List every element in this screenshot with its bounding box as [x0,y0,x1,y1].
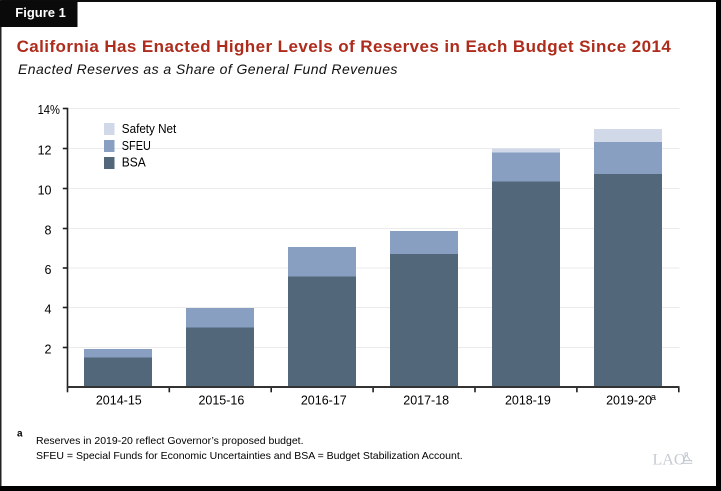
svg-text:4: 4 [45,302,52,316]
svg-text:California Has Enacted Higher: California Has Enacted Higher Levels of … [17,37,672,56]
svg-text:8: 8 [45,223,52,237]
svg-text:2018-19: 2018-19 [505,394,551,408]
svg-text:a: a [17,428,23,439]
svg-text:10: 10 [38,183,52,197]
svg-text:14%: 14% [38,103,60,117]
svg-text:6: 6 [45,263,52,277]
svg-text:SFEU: SFEU [122,138,151,153]
svg-text:a: a [651,392,657,403]
svg-text:LAO: LAO [653,451,686,468]
svg-text:2017-18: 2017-18 [403,394,449,408]
svg-text:2: 2 [45,342,52,356]
svg-text:12: 12 [38,143,52,157]
svg-text:2016-17: 2016-17 [301,394,347,408]
svg-text:2019-20: 2019-20 [606,394,652,408]
svg-text:Safety Net: Safety Net [122,121,177,136]
svg-text:Figure 1: Figure 1 [15,5,66,20]
svg-text:2014-15: 2014-15 [96,394,142,408]
svg-text:SFEU = Special Funds for Econo: SFEU = Special Funds for Economic Uncert… [36,450,463,462]
svg-text:Enacted Reserves as a Share of: Enacted Reserves as a Share of General F… [18,61,398,77]
svg-text:BSA: BSA [122,155,146,170]
svg-text:2015-16: 2015-16 [198,394,244,408]
svg-text:Reserves in 2019-20 reflect Go: Reserves in 2019-20 reflect Governor’s p… [36,435,304,447]
